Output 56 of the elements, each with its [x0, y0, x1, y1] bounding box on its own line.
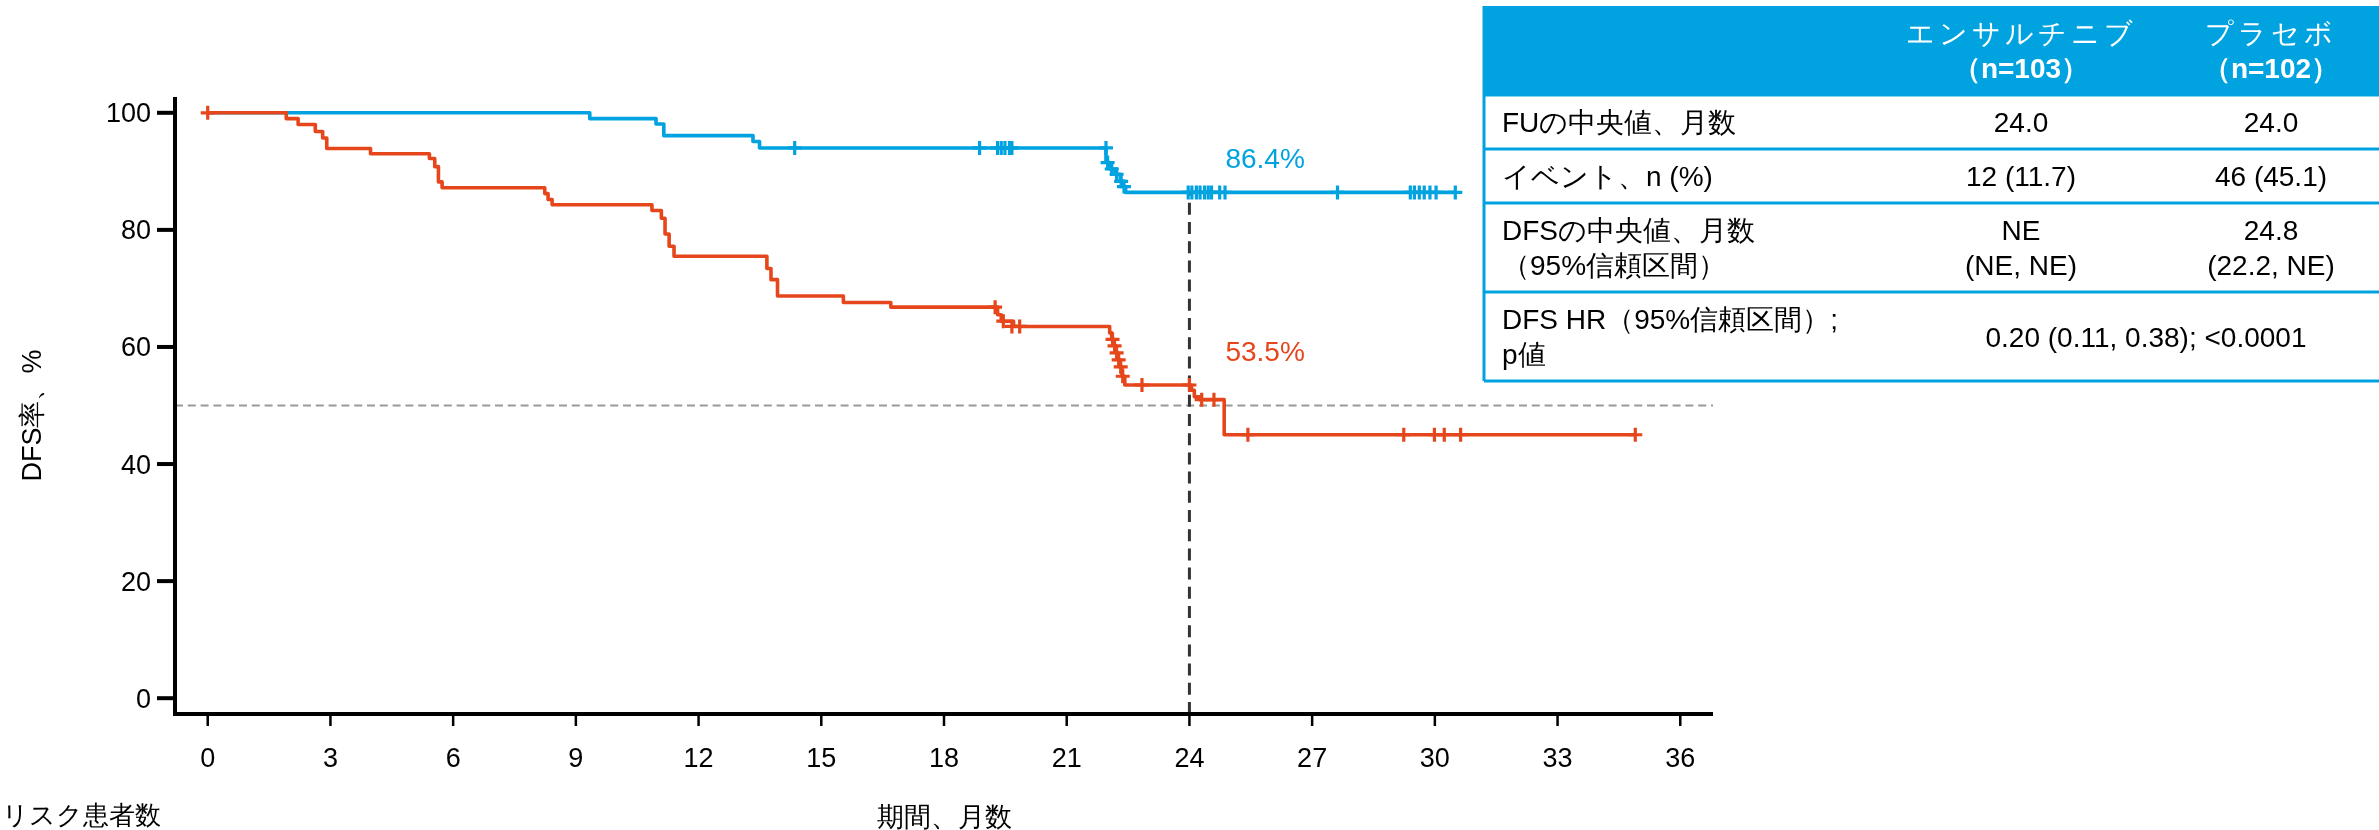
point: [1134, 378, 1149, 393]
x-tick-label: 0: [200, 743, 216, 773]
point: [1098, 140, 1113, 155]
point: [1628, 427, 1643, 442]
text: 0.20 (0.11, 0.38); <0.0001: [1985, 321, 2307, 353]
text: 24.8 (22.2, NE): [2207, 215, 2335, 282]
y-tick-label: 100: [105, 98, 151, 129]
y-tick-label: 0: [135, 683, 151, 714]
point: [988, 300, 1003, 315]
x-tick-label: 33: [1542, 743, 1573, 773]
category-label: プラセボ（n=102）: [2202, 18, 2340, 85]
text: 24.0: [1993, 107, 2049, 139]
point: [1330, 185, 1345, 200]
point: [972, 140, 987, 155]
text: NE (NE, NE): [1965, 215, 2077, 282]
category-label: イベント、n (%): [1502, 161, 1713, 193]
point: [1453, 427, 1468, 442]
point: [996, 314, 1011, 329]
category-label: FUの中央値、月数: [1502, 107, 1737, 139]
y-tick-label: 60: [120, 332, 151, 363]
point: [1448, 185, 1463, 200]
category-label: DFSの中央値、月数（95%信頼区間）: [1502, 215, 1755, 282]
x-tick-label: 24: [1174, 743, 1205, 773]
point: [1206, 392, 1221, 407]
text: リスク患者数: [2, 800, 161, 830]
x-tick-label: 30: [1419, 743, 1450, 773]
x-tick-label: 12: [683, 743, 714, 773]
point: [200, 105, 215, 120]
x-axis-title: 期間、月数: [876, 802, 1012, 830]
text: 12 (11.7): [1966, 161, 2076, 193]
x-tick-label: 21: [1051, 743, 1082, 773]
x-tick-label: 18: [928, 743, 960, 773]
point: [787, 140, 802, 155]
y-tick-label: 40: [120, 449, 151, 480]
y-axis-title: DFS率、%: [17, 349, 47, 482]
y-tick-label: 20: [120, 566, 151, 597]
point: [1182, 378, 1197, 393]
x-tick-label: 3: [322, 743, 338, 773]
text: 24.0: [2243, 107, 2299, 139]
x-tick-label: 9: [568, 743, 584, 773]
point: [1437, 427, 1452, 442]
x-tick-label: 15: [806, 743, 837, 773]
point: [1116, 179, 1131, 194]
point: [1240, 427, 1255, 442]
x-tick-label: 27: [1297, 743, 1328, 773]
point: [1396, 427, 1411, 442]
point: [1115, 369, 1130, 384]
category-label: DFS HR（95%信頼区間）; p値: [1502, 304, 1839, 371]
text: 46 (45.1): [2214, 161, 2328, 193]
point: [1429, 185, 1444, 200]
category-label: エンサルチニブ（n=103）: [1905, 18, 2137, 85]
x-tick-label: 36: [1665, 743, 1696, 773]
annotation: 86.4%: [1225, 143, 1305, 175]
annotation: 53.5%: [1225, 336, 1305, 368]
y-tick-label: 80: [120, 215, 151, 246]
x-tick-label: 6: [445, 743, 461, 773]
